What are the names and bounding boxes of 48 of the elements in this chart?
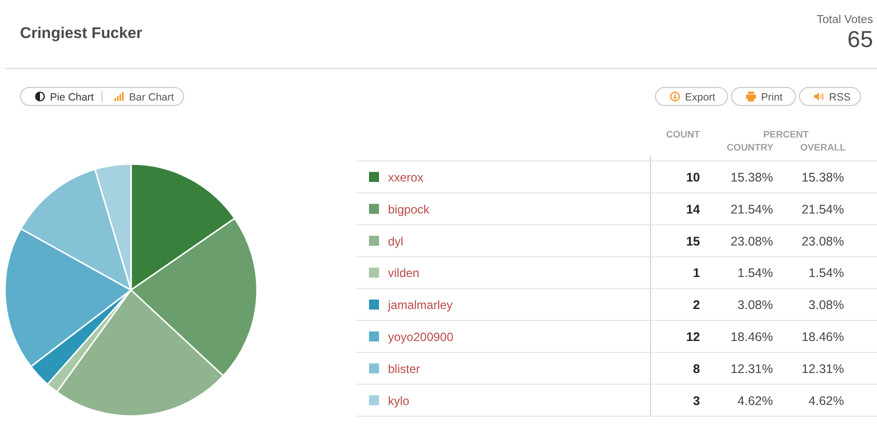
data-label: 10 (686, 170, 700, 184)
text: 12.31% (730, 362, 773, 376)
text: 15.38% (802, 170, 844, 184)
data-label: 1 (693, 266, 700, 280)
legend-label: vilden (388, 266, 420, 280)
text: 3.08% (738, 298, 773, 312)
text: COUNTRY (726, 142, 774, 154)
text: RSS (829, 92, 851, 104)
data-label: 8 (693, 362, 700, 376)
data-label: 15 (686, 234, 700, 248)
text: 18.46% (802, 330, 844, 344)
data-label: 2 (693, 298, 700, 312)
text: 4.62% (738, 394, 773, 408)
text: 3.08% (808, 298, 844, 312)
text: PERCENT (763, 130, 809, 140)
text: COUNT (666, 130, 700, 140)
text: 4.62% (808, 394, 844, 408)
export-button[interactable] (655, 87, 728, 106)
legend-label: bigpock (388, 202, 430, 216)
legend-label: blister (388, 362, 420, 376)
text: Pie Chart (50, 92, 94, 104)
legend-label: yoyo200900 (388, 330, 454, 344)
text: 1.54% (808, 266, 844, 280)
text: 23.08% (802, 234, 844, 248)
data-label: 14 (686, 202, 700, 216)
data-label: 3 (693, 394, 700, 408)
text: 15.38% (730, 170, 773, 184)
rss-button[interactable] (799, 87, 861, 106)
chart-type-toggle[interactable] (20, 87, 184, 106)
text: Total Votes (816, 14, 874, 26)
text: Export (685, 92, 716, 104)
legend-label: jamalmarley (387, 298, 453, 312)
text: 1.54% (738, 266, 773, 280)
text: 12.31% (802, 362, 844, 376)
text: 23.08% (730, 234, 773, 248)
text: 21.54% (730, 202, 773, 216)
text: 18.46% (730, 330, 773, 344)
print-button[interactable] (731, 87, 796, 106)
text: OVERALL (800, 142, 846, 154)
data-label: 12 (686, 330, 700, 344)
legend-label: xxerox (388, 170, 424, 184)
text: 21.54% (802, 202, 844, 216)
legend-label: dyl (388, 234, 404, 248)
text: Print (761, 92, 783, 104)
text: 65 (847, 26, 873, 52)
chart-title: Cringiest Fucker (20, 25, 142, 42)
text: Bar Chart (129, 92, 174, 104)
legend-label: kylo (388, 394, 410, 408)
